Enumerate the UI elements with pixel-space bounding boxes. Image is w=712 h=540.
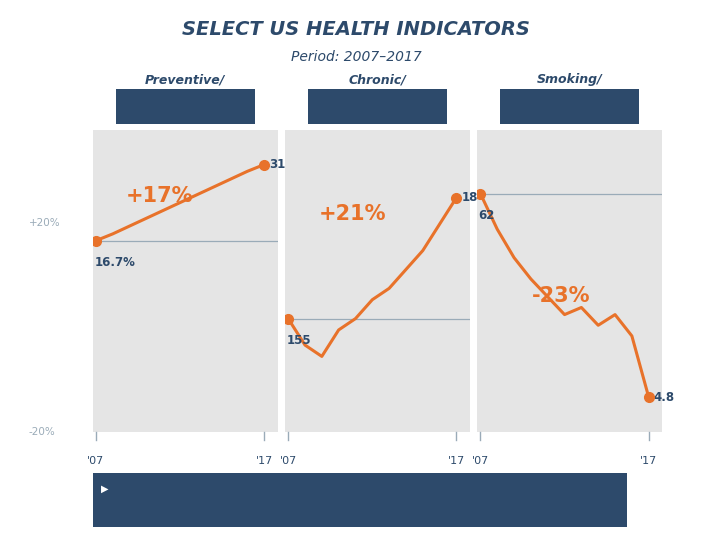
Text: 155: 155: [286, 334, 311, 347]
Text: 62: 62: [478, 209, 495, 222]
Text: Annual: Annual: [161, 111, 209, 124]
Text: 16.7%: 16.7%: [94, 256, 135, 269]
Text: '17: '17: [256, 456, 273, 467]
Text: '17: '17: [448, 456, 465, 467]
Text: '07: '07: [88, 456, 105, 467]
Text: Smoking/: Smoking/: [537, 73, 602, 86]
Text: +17%: +17%: [126, 186, 194, 206]
Text: +20%: +20%: [28, 219, 60, 228]
Text: Condition: Condition: [344, 111, 411, 124]
Text: Preventive/: Preventive/: [145, 73, 225, 86]
Text: +21%: +21%: [318, 204, 386, 224]
Text: '07: '07: [472, 456, 489, 467]
Text: 187: 187: [461, 191, 486, 204]
Text: 31.3%: 31.3%: [269, 158, 310, 171]
Text: 4.8: 4.8: [654, 390, 675, 403]
Text: Period: 2007–2017: Period: 2007–2017: [290, 50, 422, 64]
Text: Cessation: Cessation: [535, 111, 604, 124]
Text: ▶: ▶: [100, 483, 108, 494]
Text: -20%: -20%: [28, 427, 56, 437]
Text: '17: '17: [640, 456, 657, 467]
Text: Chronic/: Chronic/: [348, 73, 407, 86]
Text: -23%: -23%: [532, 286, 590, 306]
Text: '07: '07: [280, 456, 297, 467]
Text: SELECT US HEALTH INDICATORS: SELECT US HEALTH INDICATORS: [182, 20, 530, 39]
